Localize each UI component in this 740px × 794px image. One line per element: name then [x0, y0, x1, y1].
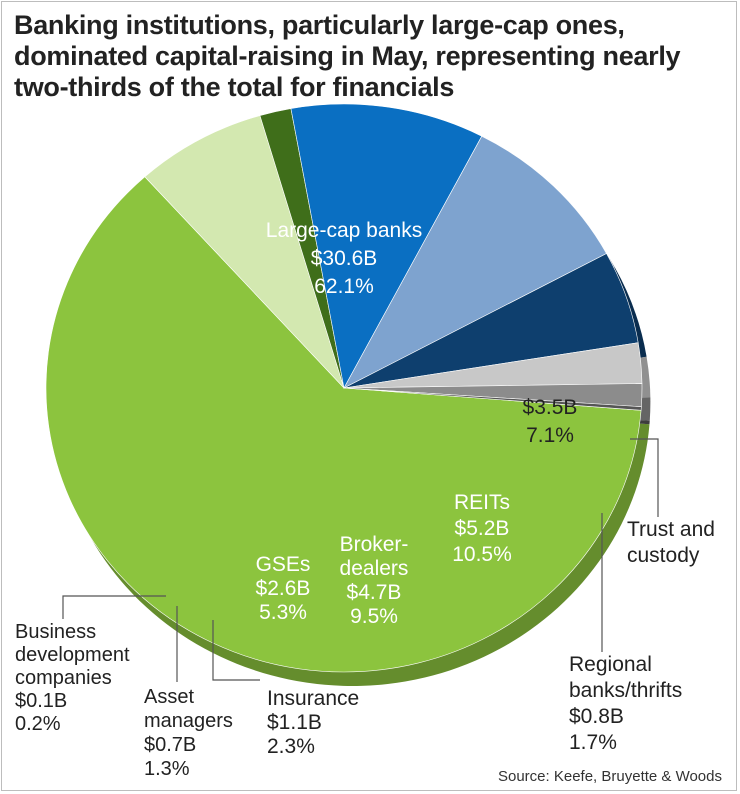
slice-percent-trust-custody: 7.1% — [526, 424, 574, 447]
leader-lines — [62, 438, 659, 682]
slice-percent-gses: 5.3% — [259, 601, 307, 624]
slice-percent-insurance: 2.3% — [267, 735, 315, 758]
slice-label-business-development: development — [15, 644, 130, 666]
slice-amount-asset-managers: $0.7B — [144, 734, 196, 756]
slice-large-cap-banks[interactable] — [45, 176, 642, 673]
slice-trust-custody[interactable] — [144, 115, 345, 389]
slice-amount-broker-dealers: $4.7B — [347, 581, 402, 604]
slice-reits[interactable] — [290, 103, 483, 389]
slice-label-business-development: Business — [15, 621, 96, 643]
title-line-3: two-thirds of the total for financials — [14, 72, 455, 102]
chart-title: Banking institutions, particularly large… — [14, 10, 730, 103]
slice-percent-large-cap-banks: 62.1% — [314, 275, 374, 298]
slice-label-large-cap-banks: Large-cap banks — [266, 219, 422, 242]
slice-percent-regional-banks: 1.7% — [569, 731, 617, 754]
leader-line-trust-custody — [630, 438, 659, 517]
source-note: Source: Keefe, Bruyette & Woods — [497, 768, 722, 785]
slice-label-insurance: Insurance — [267, 687, 359, 710]
slice-label-regional-banks: Regional — [569, 653, 652, 676]
leader-line-business-development — [62, 595, 166, 619]
slice-label-asset-managers: managers — [144, 710, 233, 732]
slice-amount-gses: $2.6B — [256, 577, 311, 600]
slice-label-regional-banks: banks/thrifts — [569, 679, 682, 702]
title-line-2: dominated capital-raising in May, repres… — [14, 41, 681, 71]
slice-label-broker-dealers: Broker- — [340, 533, 409, 556]
slice-label-gses: GSEs — [256, 553, 311, 576]
slice-label-reits: REITs — [454, 491, 510, 514]
slice-amount-trust-custody: $3.5B — [523, 396, 578, 419]
title-line-1: Banking institutions, particularly large… — [14, 10, 625, 40]
slice-label-trust-custody: Trust and — [627, 518, 715, 541]
slice-percent-reits: 10.5% — [452, 543, 512, 566]
slice-amount-large-cap-banks: $30.6B — [311, 247, 378, 270]
slice-label-business-development: companies — [15, 667, 112, 689]
slice-amount-business-development: $0.1B — [15, 690, 67, 712]
slice-percent-business-development: 0.2% — [15, 713, 61, 735]
slice-amount-reits: $5.2B — [455, 517, 510, 540]
pie-slices — [45, 103, 643, 673]
slice-amount-insurance: $1.1B — [267, 711, 322, 734]
leader-line-insurance — [212, 620, 260, 681]
slice-label-broker-dealers: dealers — [340, 557, 409, 580]
slice-broker-dealers[interactable] — [343, 135, 607, 389]
slice-label-asset-managers: Asset — [144, 686, 194, 708]
slice-business-development[interactable] — [343, 387, 642, 411]
slice-label-trust-custody: custody — [627, 544, 700, 567]
slice-percent-broker-dealers: 9.5% — [350, 605, 398, 628]
slice-percent-asset-managers: 1.3% — [144, 758, 190, 780]
slice-amount-regional-banks: $0.8B — [569, 705, 624, 728]
